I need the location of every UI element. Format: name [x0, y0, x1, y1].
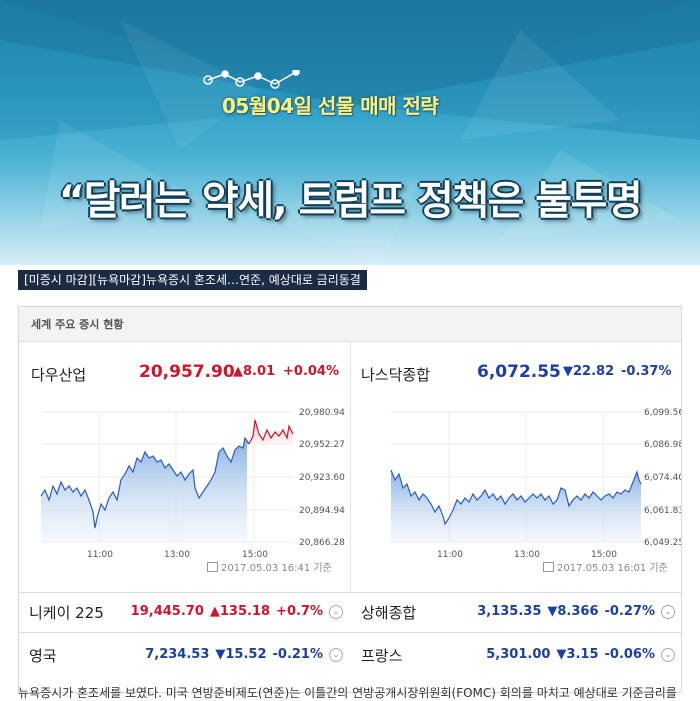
market-name: 영국 — [29, 647, 57, 665]
subtitle-badge: 05월04일 선물 매매 전략 — [200, 70, 520, 120]
panel-header: 세계 주요 증시 현황 — [19, 307, 681, 342]
dow-xtick: 11:00 — [87, 550, 113, 560]
dow-ytick: 20,923.60 — [299, 473, 345, 483]
nasdaq-xtick: 11:00 — [437, 550, 463, 560]
market-row-france[interactable]: 프랑스 5,301.00 ▼3.15 -0.06% ⌄ — [351, 637, 681, 673]
market-row-nikkei[interactable]: 니케이 225 19,445.70 ▲135.18 +0.7% ⌄ — [19, 594, 349, 630]
nasdaq-ytick: 6,074.40 — [644, 473, 681, 483]
nasdaq-value: 6,072.55 — [477, 362, 561, 382]
nasdaq-xtick: 13:00 — [514, 550, 540, 560]
dow-ytick: 20,894.94 — [299, 506, 345, 516]
nasdaq-chart: 6,099.56 6,086.98 6,074.40 6,061.83 6,04… — [390, 408, 681, 560]
dow-xtick: 15:00 — [242, 550, 268, 560]
dow-name: 다우산업 — [31, 366, 87, 384]
divider — [350, 342, 351, 592]
subtitle-text: 05월04일 선물 매매 전략 — [222, 94, 439, 118]
nasdaq-ytick: 6,061.83 — [644, 506, 681, 516]
chevron-down-icon[interactable]: ⌄ — [329, 605, 343, 619]
banner-background — [0, 0, 700, 265]
dow-chart: 20,980.94 20,952.27 20,923.60 20,894.94 … — [40, 408, 345, 560]
nasdaq-chart-box[interactable]: 나스닥종합 6,072.55 ▼22.82 -0.37% — [351, 342, 681, 592]
panel-title: 세계 주요 증시 현황 — [31, 318, 124, 331]
headline: “달러는 약세, 트럼프 정책은 불투명 — [58, 178, 643, 224]
dow-ytick: 20,866.28 — [299, 538, 345, 548]
world-market-panel: 세계 주요 증시 현황 다우산업 20,957.90 ▲8.01 +0.04% — [18, 306, 682, 693]
article-body: 뉴욕증시가 혼조세를 보였다. 미국 연방준비제도(연준)는 이틀간의 연방공개… — [18, 686, 677, 700]
market-name: 상해종합 — [361, 604, 417, 622]
calendar-icon — [207, 562, 218, 572]
market-values: 5,301.00 ▼3.15 -0.06% — [486, 647, 655, 662]
market-row-uk[interactable]: 영국 7,234.53 ▼15.52 -0.21% ⌄ — [19, 637, 349, 673]
market-name: 프랑스 — [361, 647, 403, 665]
chevron-down-icon[interactable]: ⌄ — [661, 648, 675, 662]
market-name: 니케이 225 — [29, 604, 104, 622]
nasdaq-ytick: 6,099.56 — [644, 408, 681, 418]
dow-change: ▲8.01 — [233, 364, 276, 379]
nasdaq-name: 나스닥종합 — [361, 366, 431, 384]
dow-pct: +0.04% — [283, 364, 339, 379]
nasdaq-xtick: 15:00 — [591, 550, 617, 560]
dow-ytick: 20,952.27 — [299, 440, 345, 450]
nasdaq-ytick: 6,049.25 — [644, 538, 681, 548]
market-values: 7,234.53 ▼15.52 -0.21% — [145, 647, 323, 662]
dow-xtick: 13:00 — [164, 550, 190, 560]
nasdaq-change: ▼22.82 — [563, 364, 615, 379]
nasdaq-ytick: 6,086.98 — [644, 440, 681, 450]
dow-value: 20,957.90 — [139, 362, 235, 382]
calendar-icon — [543, 562, 554, 572]
chevron-down-icon[interactable]: ⌄ — [661, 605, 675, 619]
market-values: 3,135.35 ▼8.366 -0.27% — [477, 604, 655, 619]
molecule-icon — [203, 70, 300, 89]
row-divider — [19, 632, 681, 633]
header-banner: 05월04일 선물 매매 전략 “달러는 약세, 트럼프 정책은 불투명 — [0, 0, 700, 265]
market-values: 19,445.70 ▲135.18 +0.7% — [130, 604, 323, 619]
market-row-shanghai[interactable]: 상해종합 3,135.35 ▼8.366 -0.27% ⌄ — [351, 594, 681, 630]
dow-ytick: 20,980.94 — [299, 408, 345, 418]
dow-chart-box[interactable]: 다우산업 20,957.90 ▲8.01 +0.04% — [19, 342, 349, 592]
news-headline-link[interactable]: [미증시 마감][뉴욕마감]뉴욕증시 혼조세…연준, 예상대로 금리동결 — [18, 270, 367, 290]
nasdaq-pct: -0.37% — [621, 364, 672, 379]
nasdaq-timestamp: 2017.05.03 16:01 기준 — [543, 559, 668, 574]
chevron-down-icon[interactable]: ⌄ — [329, 648, 343, 662]
dow-timestamp: 2017.05.03 16:41 기준 — [207, 559, 332, 574]
row-divider — [19, 592, 681, 593]
